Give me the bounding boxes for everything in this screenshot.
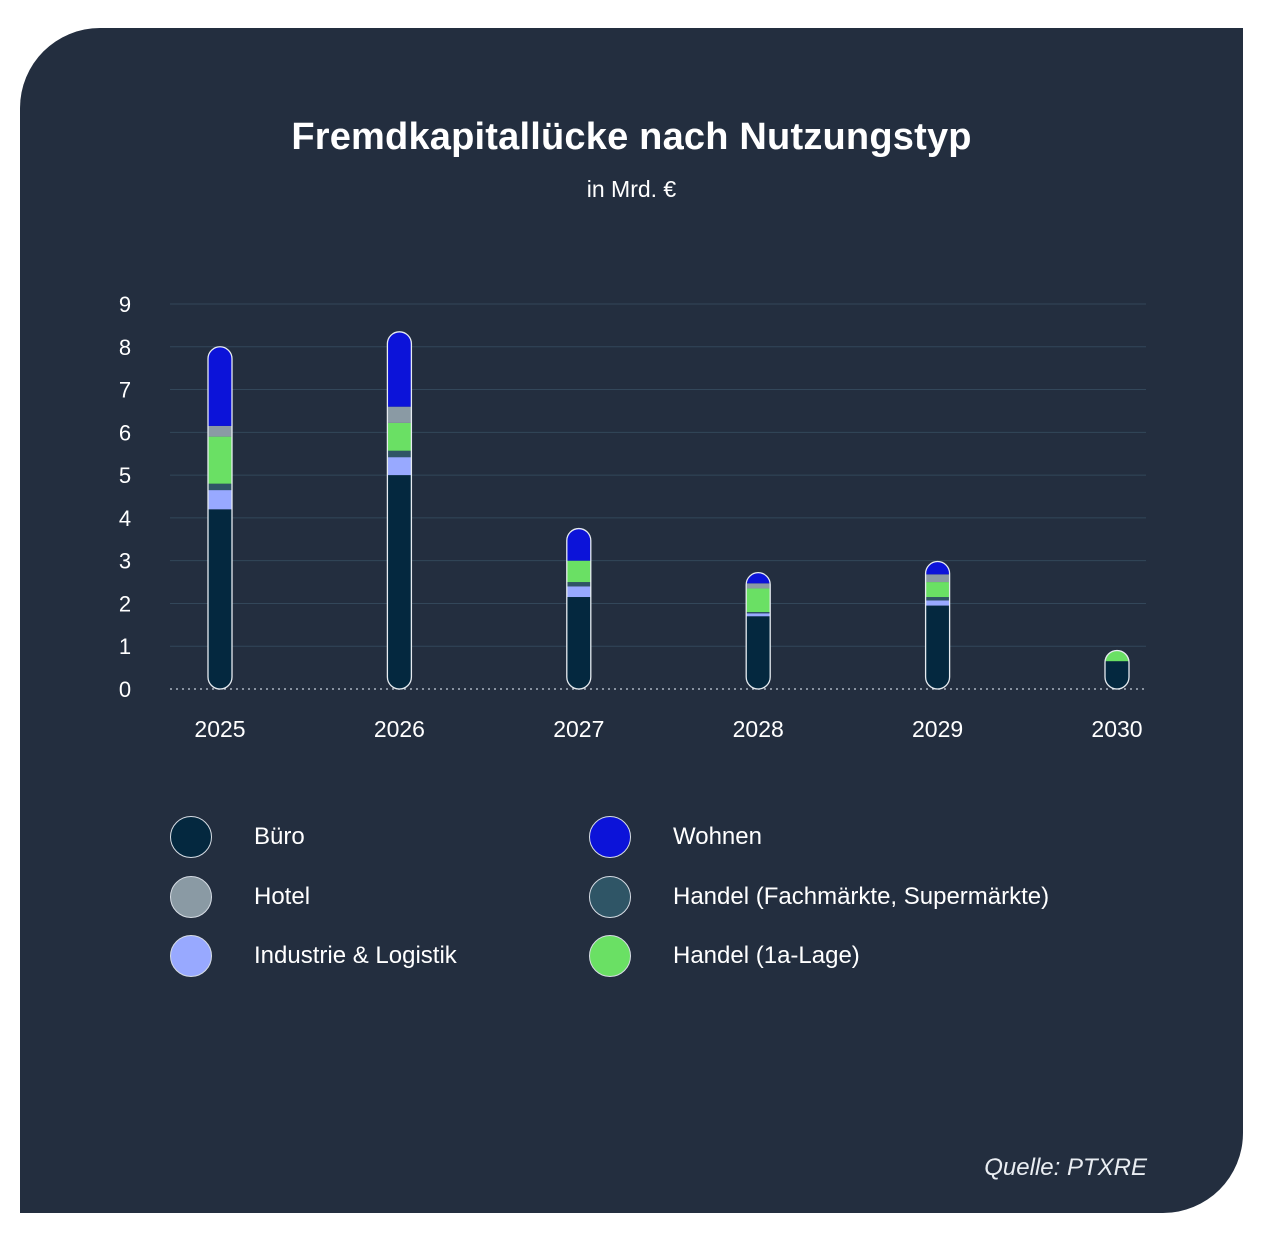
- bar-segment: [925, 600, 950, 606]
- bar-segment: [387, 406, 412, 423]
- bar-segment: [208, 483, 232, 491]
- bar-segment: [208, 425, 232, 437]
- y-tick-label: 7: [119, 378, 131, 403]
- y-tick-label: 6: [119, 420, 131, 445]
- bar-outline: [924, 560, 951, 690]
- legend-swatch: [589, 935, 631, 977]
- x-tick-label: 2029: [912, 716, 963, 742]
- source-note: Quelle: PTXRE: [984, 1154, 1147, 1181]
- legend-swatch: [170, 876, 212, 918]
- bar-segment: [1105, 661, 1129, 689]
- bar-segment: [746, 572, 771, 584]
- bar-2026: [387, 331, 412, 689]
- legend-swatch: [589, 816, 631, 858]
- legend-item: Handel (1a-Lage): [589, 935, 860, 977]
- bar-segment: [208, 346, 232, 426]
- bar-segment: [746, 616, 771, 689]
- bar-segment: [925, 605, 950, 689]
- bar-segment: [1105, 650, 1129, 662]
- x-tick-label: 2028: [733, 716, 784, 742]
- legend-label: Industrie & Logistik: [254, 942, 457, 969]
- y-tick-label: 4: [119, 506, 131, 531]
- stacked-bar-chart: 0 1 2 3 4 5 6 7 8 9 2025 2026 2027 2028 2029 2030: [119, 292, 1146, 742]
- legend-item: Industrie & Logistik: [170, 935, 457, 977]
- legend-item: Hotel: [170, 876, 310, 918]
- y-tick-label: 9: [119, 292, 131, 317]
- legend-item: Wohnen: [589, 816, 762, 858]
- legend-label: Handel (Fachmärkte, Supermärkte): [673, 883, 1050, 910]
- bar-2030: [1105, 650, 1129, 689]
- bar-2029: [925, 561, 950, 689]
- x-tick-label: 2030: [1091, 716, 1142, 742]
- bar-segment: [387, 475, 412, 689]
- chart-card: Fremdkapitallücke nach Nutzungstyp in Mr…: [20, 28, 1243, 1213]
- x-tick-label: 2027: [553, 716, 604, 742]
- y-tick-label: 0: [119, 677, 131, 702]
- y-tick-label: 3: [119, 549, 131, 574]
- bar-segment: [208, 509, 232, 689]
- bar-2028: [746, 572, 771, 689]
- legend-item: Handel (Fachmärkte, Supermärkte): [589, 876, 1049, 918]
- legend-label: Hotel: [254, 883, 311, 910]
- legend-swatch: [170, 935, 212, 977]
- bar-segment: [925, 597, 950, 601]
- bar-segment: [925, 582, 950, 598]
- bar-segment: [925, 561, 950, 575]
- bar-segment: [746, 613, 771, 617]
- bar-segment: [746, 583, 771, 589]
- bar-segment: [387, 422, 412, 451]
- bar-segment: [925, 574, 950, 583]
- bar-segment: [208, 436, 232, 484]
- bar-outline: [745, 571, 771, 690]
- bar-outline: [386, 331, 413, 690]
- bar-segment: [566, 560, 591, 583]
- chart-title: Fremdkapitallücke nach Nutzungstyp: [291, 116, 972, 158]
- bar-2025: [208, 346, 232, 689]
- bar-segment: [387, 457, 412, 476]
- bar-segment: [566, 586, 591, 598]
- legend-label: Wohnen: [673, 823, 762, 850]
- legend-swatch: [589, 876, 631, 918]
- bar-segment: [387, 450, 412, 458]
- y-tick-label: 2: [119, 591, 131, 616]
- bar-outline: [566, 527, 592, 690]
- bar-segment: [566, 597, 591, 689]
- bar-2027: [566, 528, 591, 689]
- legend-item: Büro: [170, 816, 305, 858]
- bar-segment: [746, 588, 771, 612]
- bar-outline: [207, 346, 233, 690]
- legend-label: Handel (1a-Lage): [673, 942, 860, 969]
- x-tick-label: 2025: [194, 716, 245, 742]
- y-tick-label: 5: [119, 463, 131, 488]
- y-tick-label: 8: [119, 335, 131, 360]
- bar-segment: [208, 490, 232, 510]
- x-tick-label: 2026: [374, 716, 425, 742]
- y-tick-label: 1: [119, 634, 131, 659]
- bar-segment: [746, 612, 771, 614]
- bar-segment: [566, 528, 591, 561]
- chart-subtitle: in Mrd. €: [586, 176, 677, 202]
- bar-outline: [1104, 649, 1130, 690]
- legend-label: Büro: [254, 823, 305, 850]
- bar-segment: [387, 331, 412, 407]
- legend-swatch: [170, 816, 212, 858]
- bar-segment: [566, 582, 591, 587]
